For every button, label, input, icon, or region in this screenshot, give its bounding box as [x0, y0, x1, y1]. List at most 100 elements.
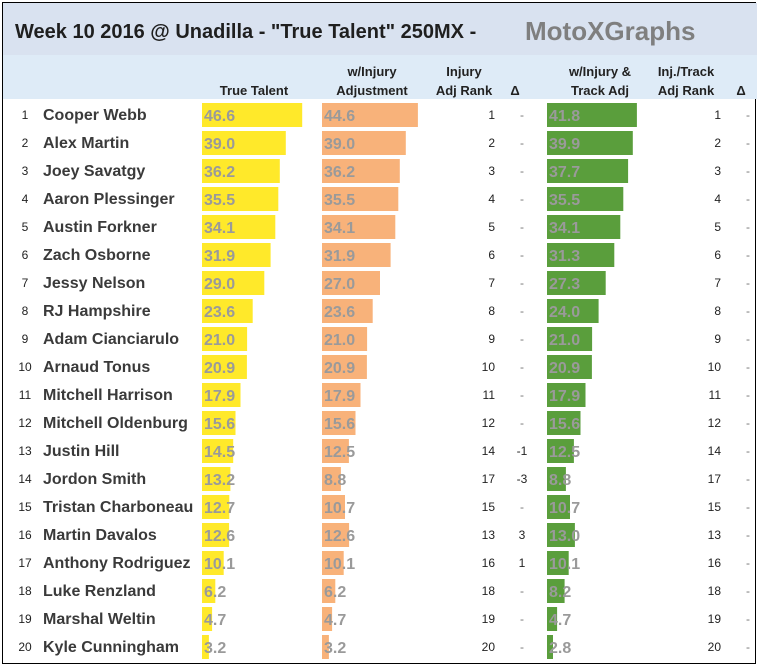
injury-adj-bar [322, 299, 373, 323]
injury-adj-bar [322, 523, 350, 547]
row-number: 12 [18, 416, 32, 430]
true-talent-bar [202, 579, 216, 603]
rank-delta-injury: - [520, 304, 524, 318]
rank-delta-track: - [746, 444, 750, 458]
track-adj-value: 13.0 [549, 528, 580, 545]
track-adj-bar [547, 215, 621, 239]
injury-adj-rank: 17 [482, 472, 496, 486]
track-adj-bar [547, 495, 570, 519]
rank-delta-injury: - [520, 416, 524, 430]
track-adj-rank: 7 [714, 276, 721, 290]
track-adj-bar [547, 187, 624, 211]
rank-delta-track: - [746, 360, 750, 374]
track-adj-rank: 10 [708, 360, 722, 374]
rank-delta-track: - [746, 612, 750, 626]
header-delta1: Δ [510, 83, 519, 98]
talent-table-chart: Week 10 2016 @ Unadilla - "True Talent" … [3, 3, 757, 659]
rank-delta-injury: - [520, 332, 524, 346]
row-number: 6 [22, 248, 29, 262]
true-talent-value: 3.2 [204, 640, 226, 657]
track-adj-value: 24.0 [549, 304, 580, 321]
injury-adj-value: 20.9 [324, 360, 355, 377]
track-adj-rank: 2 [714, 136, 721, 150]
track-adj-rank: 8 [714, 304, 721, 318]
injury-adj-rank: 12 [482, 416, 496, 430]
table-row: 3 Joey Savatgy 36.2 36.2 3 - 37.7 3 - [22, 159, 750, 183]
table-row: 9 Adam Cianciarulo 21.0 21.0 9 - 21.0 9 - [22, 327, 750, 351]
injury-adj-value: 10.1 [324, 556, 355, 573]
true-talent-value: 4.7 [204, 612, 226, 629]
row-number: 8 [22, 304, 29, 318]
rank-delta-track: - [746, 584, 750, 598]
track-adj-rank: 14 [708, 444, 722, 458]
table-row: 20 Kyle Cunningham 3.2 3.2 20 - 2.8 20 - [18, 635, 750, 659]
rider-name: Tristan Charboneau [43, 499, 193, 516]
table-row: 4 Aaron Plessinger 35.5 35.5 4 - 35.5 4 - [22, 187, 750, 211]
table-row: 11 Mitchell Harrison 17.9 17.9 11 - 17.9 11 - [19, 383, 750, 407]
rank-delta-track: - [746, 304, 750, 318]
track-adj-rank: 9 [714, 332, 721, 346]
track-adj-bar [547, 439, 574, 463]
true-talent-bar [202, 523, 230, 547]
true-talent-bar [202, 495, 230, 519]
track-adj-rank: 17 [708, 472, 722, 486]
true-talent-value: 20.9 [204, 360, 235, 377]
header-track-adj: w/Injury & [568, 64, 631, 79]
header-injury-adj: Adjustment [336, 83, 408, 98]
injury-adj-value: 8.8 [324, 472, 346, 489]
injury-adj-bar [322, 131, 406, 155]
true-talent-value: 17.9 [204, 388, 235, 405]
injury-adj-rank: 3 [488, 164, 495, 178]
injury-adj-rank: 5 [488, 220, 495, 234]
rider-name: Zach Osborne [43, 247, 151, 264]
true-talent-bar [202, 327, 248, 351]
rider-name: Alex Martin [43, 135, 129, 152]
row-number: 14 [18, 472, 32, 486]
true-talent-bar [202, 159, 280, 183]
true-talent-value: 34.1 [204, 220, 235, 237]
rank-delta-injury: - [520, 584, 524, 598]
injury-adj-value: 27.0 [324, 276, 355, 293]
injury-adj-value: 6.2 [324, 584, 346, 601]
true-talent-value: 29.0 [204, 276, 235, 293]
table-row: 18 Luke Renzland 6.2 6.2 18 - 8.2 18 - [18, 579, 750, 603]
rank-delta-injury: 3 [519, 528, 526, 542]
true-talent-bar [202, 467, 231, 491]
track-adj-value: 31.3 [549, 248, 580, 265]
rider-name: Marshal Weltin [43, 611, 156, 628]
injury-adj-bar [322, 159, 400, 183]
header-track-rank: Adj Rank [658, 83, 715, 98]
injury-adj-bar [322, 495, 345, 519]
rider-name: Anthony Rodriguez [43, 555, 191, 572]
rider-name: Mitchell Harrison [43, 387, 173, 404]
track-adj-value: 35.5 [549, 192, 580, 209]
rider-name: Justin Hill [43, 443, 119, 460]
track-adj-bar [547, 131, 633, 155]
injury-adj-value: 21.0 [324, 332, 355, 349]
rider-name: Luke Renzland [43, 583, 156, 600]
injury-adj-rank: 10 [482, 360, 496, 374]
header-track-adj: Track Adj [571, 83, 629, 98]
track-adj-bar [547, 607, 558, 631]
table-row: 1 Cooper Webb 46.6 44.6 1 - 41.8 1 - [22, 103, 750, 127]
table-row: 7 Jessy Nelson 29.0 27.0 7 - 27.3 7 - [22, 271, 750, 295]
rank-delta-track: - [746, 640, 750, 654]
injury-adj-value: 17.9 [324, 388, 355, 405]
table-row: 19 Marshal Weltin 4.7 4.7 19 - 4.7 19 - [18, 607, 750, 631]
column-headers: True Talent w/Injury Adjustment Injury Adj R… [220, 64, 746, 98]
table-row: 12 Mitchell Oldenburg 15.6 15.6 12 - 15.6 12 - [18, 411, 750, 435]
header-injury-rank: Adj Rank [436, 83, 493, 98]
track-adj-bar [547, 243, 615, 267]
track-adj-rank: 11 [709, 388, 722, 402]
track-adj-value: 15.6 [549, 416, 580, 433]
table-row: 5 Austin Forkner 34.1 34.1 5 - 34.1 5 - [22, 215, 750, 239]
track-adj-rank: 15 [708, 500, 722, 514]
rider-name: Joey Savatgy [43, 163, 145, 180]
injury-adj-value: 15.6 [324, 416, 355, 433]
true-talent-bar [202, 355, 247, 379]
true-talent-value: 12.6 [204, 528, 235, 545]
true-talent-value: 31.9 [204, 248, 235, 265]
rank-delta-track: - [746, 192, 750, 206]
true-talent-value: 13.2 [204, 472, 235, 489]
true-talent-value: 21.0 [204, 332, 235, 349]
